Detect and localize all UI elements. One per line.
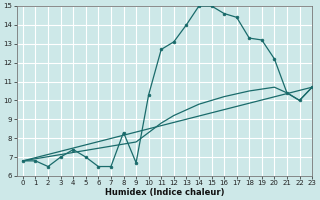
X-axis label: Humidex (Indice chaleur): Humidex (Indice chaleur): [105, 188, 224, 197]
